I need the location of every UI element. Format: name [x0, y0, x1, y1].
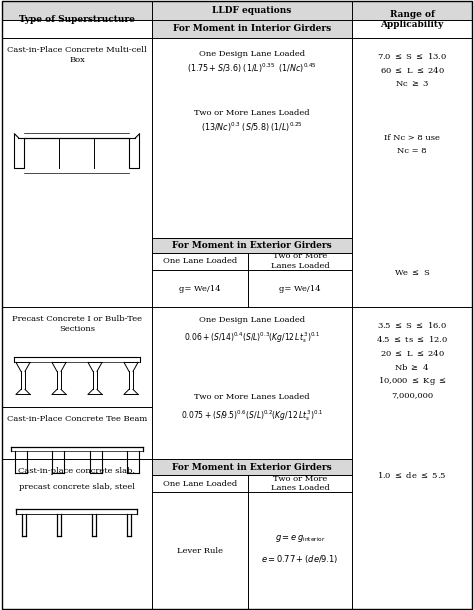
Text: Nc = 8: Nc = 8: [397, 147, 427, 155]
Text: 20 $\leq$ L $\leq$ 240: 20 $\leq$ L $\leq$ 240: [380, 348, 445, 359]
Text: $(1.75+ S/3.6)\;(1/L)^{0.35}\;\;(1/Nc)^{0.45}$: $(1.75+ S/3.6)\;(1/L)^{0.35}\;\;(1/Nc)^{…: [187, 61, 317, 74]
Text: For Moment in Exterior Girders: For Moment in Exterior Girders: [172, 240, 332, 249]
Text: Lever Rule: Lever Rule: [177, 547, 223, 554]
Text: LLDF equations: LLDF equations: [212, 6, 292, 15]
Text: $e = 0.77+(de/9.1)$: $e = 0.77+(de/9.1)$: [262, 553, 338, 565]
Text: Precast Concrete I or Bulb-Tee: Precast Concrete I or Bulb-Tee: [12, 315, 142, 323]
Text: 7.0 $\leq$ S $\leq$ 13.0: 7.0 $\leq$ S $\leq$ 13.0: [377, 51, 447, 61]
Text: g= We/14: g= We/14: [179, 284, 221, 293]
Text: Cast-in-place concrete slab,: Cast-in-place concrete slab,: [18, 467, 136, 475]
Text: 10,000 $\leq$ Kg $\leq$: 10,000 $\leq$ Kg $\leq$: [377, 375, 447, 387]
Text: Box: Box: [69, 56, 85, 64]
Text: We $\leq$ S: We $\leq$ S: [394, 268, 430, 277]
Text: One Design Lane Loaded: One Design Lane Loaded: [199, 317, 305, 325]
Text: 4.5 $\leq$ ts $\leq$ 12.0: 4.5 $\leq$ ts $\leq$ 12.0: [376, 334, 448, 345]
Bar: [152, 20, 352, 38]
Text: precast concrete slab, steel: precast concrete slab, steel: [19, 483, 135, 491]
Text: Nb $\geq$ 4: Nb $\geq$ 4: [394, 362, 429, 372]
Text: $0.06+(S/14)^{0.4}(S/L)^{0.3}(Kg/12\,Lt_s^{\,3})^{0.1}$: $0.06+(S/14)^{0.4}(S/L)^{0.3}(Kg/12\,Lt_…: [184, 330, 320, 345]
Text: Two or More Lanes Loaded: Two or More Lanes Loaded: [194, 109, 310, 117]
Text: $0.075+(S/9.5)^{0.6}(S/L)^{0.2}(Kg/12\,Lt_s^{\,3})^{0.1}$: $0.075+(S/9.5)^{0.6}(S/L)^{0.2}(Kg/12\,L…: [181, 408, 323, 423]
Text: Nc $\geq$ 3: Nc $\geq$ 3: [395, 79, 429, 88]
Text: 3.5 $\leq$ S $\leq$ 16.0: 3.5 $\leq$ S $\leq$ 16.0: [377, 320, 447, 331]
Bar: [2, 1, 472, 20]
Text: One Lane Loaded: One Lane Loaded: [163, 257, 237, 265]
Text: Two or More
Lanes Loaded: Two or More Lanes Loaded: [271, 253, 329, 270]
Text: $g = e\,g_{\rm interior}$: $g = e\,g_{\rm interior}$: [274, 533, 325, 544]
Text: For Moment in Exterior Girders: For Moment in Exterior Girders: [172, 463, 332, 472]
Text: 1.0 $\leq$ de $\leq$ 5.5: 1.0 $\leq$ de $\leq$ 5.5: [377, 470, 447, 480]
Text: Sections: Sections: [59, 326, 95, 334]
Bar: [152, 238, 352, 253]
Text: Cast-in-Place Concrete Tee Beam: Cast-in-Place Concrete Tee Beam: [7, 415, 147, 423]
Bar: [152, 459, 352, 475]
Text: One Lane Loaded: One Lane Loaded: [163, 479, 237, 488]
Text: Type of Superstructure: Type of Superstructure: [19, 15, 135, 24]
Text: One Design Lane Loaded: One Design Lane Loaded: [199, 50, 305, 58]
Text: 60 $\leq$ L $\leq$ 240: 60 $\leq$ L $\leq$ 240: [380, 65, 445, 75]
Text: For Moment in Interior Girders: For Moment in Interior Girders: [173, 24, 331, 34]
Text: Range of
Applicability: Range of Applicability: [380, 10, 444, 29]
Text: 7,000,000: 7,000,000: [391, 392, 433, 400]
Text: Two or More Lanes Loaded: Two or More Lanes Loaded: [194, 393, 310, 401]
Text: Cast-in-Place Concrete Multi-cell: Cast-in-Place Concrete Multi-cell: [7, 46, 147, 54]
Text: g= We/14: g= We/14: [279, 284, 321, 293]
Text: Two or More
Lanes Loaded: Two or More Lanes Loaded: [271, 475, 329, 492]
Text: If Nc > 8 use: If Nc > 8 use: [384, 134, 440, 142]
Text: $(13/Nc)^{0.3}\;(S/5.8)\;(1/L)^{0.25}$: $(13/Nc)^{0.3}\;(S/5.8)\;(1/L)^{0.25}$: [201, 121, 303, 134]
